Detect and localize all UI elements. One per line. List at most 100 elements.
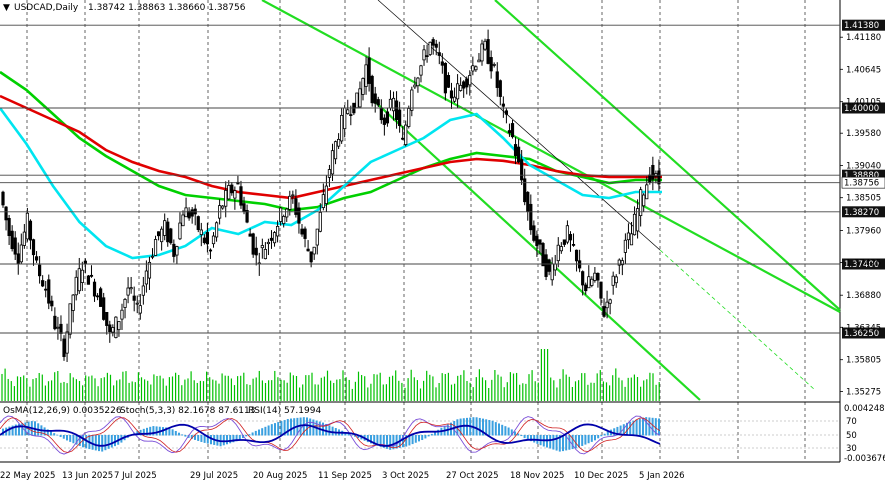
- osma-bar: [14, 424, 17, 436]
- candle-body: [590, 278, 594, 286]
- osma-bar: [302, 417, 305, 436]
- osma-bar: [21, 423, 24, 436]
- candle-body: [95, 295, 100, 298]
- channel-right-line: [494, 0, 841, 311]
- candle-body: [440, 61, 444, 66]
- osma-bar: [11, 425, 14, 436]
- osma-bar: [98, 435, 100, 452]
- candle-body: [541, 243, 545, 267]
- candle-body: [504, 110, 509, 115]
- candle-body: [544, 254, 548, 277]
- candle-body: [623, 239, 627, 253]
- osma-bar: [226, 435, 228, 445]
- osma-bar: [299, 417, 302, 436]
- candle-body: [117, 321, 121, 331]
- osma-bar: [46, 429, 49, 436]
- osma-bar: [242, 435, 244, 439]
- candle-body: [71, 294, 75, 311]
- osma-bar: [190, 435, 193, 439]
- osc-tick-label: 50: [846, 431, 857, 441]
- symbol-label: USDCAD,Daily: [14, 3, 79, 13]
- osma-bar: [626, 422, 628, 436]
- osma-bar: [427, 435, 430, 437]
- candle-body: [449, 90, 454, 99]
- candle-body: [315, 228, 319, 246]
- candle-body: [358, 88, 362, 108]
- osma-bar: [264, 426, 267, 436]
- candle-body: [248, 233, 252, 237]
- candle-body: [224, 189, 228, 207]
- candle-body: [169, 228, 173, 244]
- candle-body: [483, 40, 487, 50]
- candle-body: [282, 216, 286, 224]
- candle-body: [132, 295, 136, 301]
- volume-bars: [1, 349, 660, 401]
- candle-body: [657, 170, 661, 185]
- candle-body: [367, 57, 371, 84]
- osma-bar: [651, 417, 654, 436]
- candle-body: [114, 316, 118, 339]
- dropdown-arrow-icon[interactable]: ▼: [3, 3, 10, 13]
- candle-body: [233, 190, 237, 199]
- candle-body: [538, 239, 542, 245]
- osma-bar: [101, 435, 104, 452]
- osma-bar: [619, 425, 622, 436]
- osma-bar: [498, 423, 500, 436]
- osma-bar: [382, 435, 385, 448]
- candle-body: [385, 111, 390, 124]
- osma-bar: [267, 425, 270, 436]
- candle-body: [13, 237, 17, 255]
- osma-bar: [590, 435, 593, 442]
- candle-body: [56, 326, 60, 329]
- candle-body: [410, 89, 414, 111]
- candle-body: [205, 232, 210, 245]
- osma-bar: [386, 435, 388, 449]
- candle-body: [382, 117, 386, 125]
- ma-cyan-line: [0, 107, 662, 260]
- candle-body: [550, 263, 554, 281]
- candle-body: [102, 297, 106, 320]
- osma-bar: [635, 419, 638, 436]
- candle-body: [480, 43, 484, 62]
- osma-bar: [331, 426, 334, 436]
- candle-body: [321, 194, 325, 209]
- candle-body: [266, 241, 271, 245]
- price-tick-label: 1.40105: [846, 98, 881, 108]
- candle-body: [175, 246, 179, 256]
- osma-bar: [517, 433, 520, 436]
- osma-bar: [59, 435, 62, 438]
- osma-bar: [85, 435, 88, 449]
- osma-bar: [174, 431, 177, 436]
- candle-body: [10, 230, 14, 250]
- osma-bar: [248, 434, 251, 436]
- osma-bar: [373, 435, 376, 445]
- ma-red-line: [0, 94, 662, 200]
- candle-body: [138, 305, 142, 314]
- osma-bar: [485, 419, 488, 436]
- osma-bar: [203, 435, 206, 443]
- level-label: 1.37400: [844, 260, 879, 270]
- osma-bar: [146, 427, 148, 436]
- osma-bar: [56, 434, 59, 436]
- candle-body: [632, 213, 637, 236]
- osma-bar: [533, 435, 536, 443]
- osma-bar: [475, 417, 478, 436]
- candle-body: [498, 80, 502, 97]
- osma-bar: [328, 425, 331, 436]
- osma-bar: [488, 419, 491, 436]
- osma-bar: [66, 435, 68, 441]
- candle-body: [648, 174, 652, 183]
- candle-body: [38, 264, 42, 277]
- osma-bar: [110, 435, 113, 448]
- price-tick-label: 1.37425: [846, 259, 881, 269]
- candle-body: [199, 229, 203, 235]
- osma-bar: [72, 435, 75, 444]
- candle-body: [269, 237, 274, 241]
- candle-body: [245, 210, 249, 223]
- level-tag: [842, 206, 885, 218]
- osma-bar: [197, 435, 200, 441]
- candle-body: [202, 237, 206, 244]
- osma-bar: [514, 431, 516, 436]
